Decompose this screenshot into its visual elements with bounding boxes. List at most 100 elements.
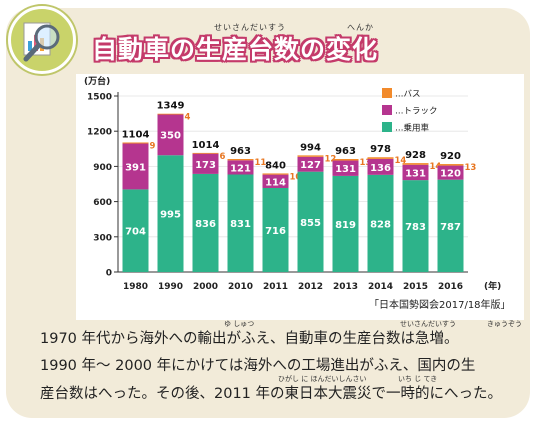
bus-value-label: 11	[255, 158, 267, 168]
x-tick-label: 2011	[263, 282, 288, 292]
total-label: 963	[230, 146, 251, 157]
x-tick-label: 2000	[193, 282, 218, 292]
ruby-yushutsu: ゆ しゅつ	[224, 320, 255, 328]
bar-segment-bus	[157, 113, 184, 115]
legend-swatch	[382, 122, 392, 132]
data-label: 783	[405, 222, 426, 233]
bar-segment-bus	[122, 142, 149, 144]
bar-segment-truck	[297, 156, 324, 172]
bar-segment-bus	[192, 152, 219, 154]
data-label: 121	[230, 163, 251, 174]
chart-source: 「日本国勢図会2017/18年版」	[369, 300, 511, 311]
page-title: 自動車の生産台数の変化	[92, 35, 379, 64]
total-label: 1104	[122, 129, 150, 140]
bar-segment-car	[297, 171, 324, 272]
bar-segment-bus	[262, 173, 289, 175]
bus-value-label: 9	[150, 141, 156, 151]
body-line-2: 1990 年～ 2000 年にかけては海外への工場進出がふえ、国内の生	[40, 358, 476, 374]
total-label: 994	[300, 142, 321, 153]
data-label: 787	[440, 222, 461, 233]
bus-value-label: 6	[220, 152, 226, 162]
legend-label: …乗用車	[395, 123, 430, 134]
y-tick-label: 900	[93, 163, 112, 173]
x-tick-label: 2010	[228, 282, 253, 292]
total-label: 963	[335, 146, 356, 157]
data-label: 131	[335, 164, 356, 175]
magnifier-icon	[23, 22, 60, 62]
bar-segment-truck	[227, 160, 254, 175]
data-label: 136	[370, 163, 391, 174]
bar-segment-truck	[192, 153, 219, 174]
x-tick-label: 2016	[438, 282, 463, 292]
data-label: 350	[160, 131, 181, 142]
y-tick-label: 0	[106, 269, 112, 279]
y-tick-label: 1500	[87, 93, 112, 103]
y-unit-label: (万台)	[84, 75, 110, 87]
x-unit-label: (年)	[484, 280, 501, 292]
data-label: 131	[405, 168, 426, 179]
ruby-kyuuzou: きゅうぞう	[487, 320, 522, 328]
bar-segment-car	[122, 189, 149, 272]
y-tick-label: 1200	[87, 128, 112, 138]
body-line-3: 産台数はへった。その後、2011 年の東日本大震災で一時的にへった。	[40, 386, 503, 402]
bar-segment-bus	[332, 159, 359, 161]
total-label: 1014	[192, 140, 220, 151]
data-label: 855	[300, 218, 321, 229]
x-tick-label: 2012	[298, 282, 323, 292]
bus-value-label: 14	[430, 162, 442, 172]
total-label: 920	[440, 151, 461, 162]
chart-container: 0 300 600 900 1200 1500 (万台) 704 391 1104 9 1980 995…	[76, 74, 524, 320]
bar-segment-truck	[332, 160, 359, 176]
bar-segment-truck	[402, 164, 429, 181]
data-label: 831	[230, 219, 251, 230]
total-label: 928	[405, 150, 426, 161]
bus-value-label: 13	[465, 163, 477, 173]
bar-segment-truck	[367, 158, 394, 175]
bar-segment-bus	[227, 159, 254, 161]
x-tick-label: 2014	[368, 282, 393, 292]
bus-value-label: 10	[290, 172, 302, 182]
bar-segment-bus	[437, 164, 464, 166]
legend-swatch	[382, 105, 392, 115]
legend-label: …バス	[395, 90, 421, 100]
bar-segment-car	[437, 179, 464, 272]
body-line-1: 1970 年代から海外への輸出がふえ、自動車の生産台数は急増。	[40, 331, 459, 347]
data-label: 995	[160, 210, 181, 221]
x-tick-label: 2015	[403, 282, 428, 292]
x-tick-label: 1990	[158, 282, 183, 292]
bar-segment-truck	[122, 143, 149, 190]
total-label: 840	[265, 160, 286, 171]
data-label: 716	[265, 226, 286, 237]
bar-segment-bus	[402, 163, 429, 165]
ruby-seisandaisuu: せいさんだいすう	[400, 320, 456, 328]
data-label: 391	[125, 162, 146, 173]
bar-segment-car	[402, 180, 429, 272]
bar-segment-car	[157, 155, 184, 272]
bus-value-label: 14	[395, 156, 407, 166]
data-label: 120	[440, 169, 461, 180]
bus-value-label: 13	[360, 158, 372, 168]
total-label: 1349	[157, 101, 185, 112]
bar-segment-car	[332, 175, 359, 272]
x-tick-label: 1980	[123, 282, 148, 292]
legend-swatch	[382, 88, 392, 98]
bus-value-label: 4	[185, 113, 191, 123]
y-tick-label: 600	[93, 198, 112, 208]
ruby-higashinihondaishinsai: ひがし に ほんだいしんさい	[278, 375, 367, 383]
data-label: 819	[335, 220, 356, 231]
title-ruby-henka: へんか	[347, 23, 374, 32]
data-label: 828	[370, 219, 391, 230]
ruby-ichijiteki: いち じ てき	[398, 375, 438, 383]
data-label: 836	[195, 219, 216, 230]
bar-segment-car	[262, 187, 289, 272]
magnifier-badge-icon	[8, 6, 76, 74]
total-label: 978	[370, 144, 391, 155]
data-label: 127	[300, 160, 321, 171]
bar-segment-car	[192, 173, 219, 272]
bar-segment-bus	[367, 157, 394, 159]
bar-segment-truck	[157, 114, 184, 156]
data-label: 114	[265, 177, 286, 188]
legend-label: …トラック	[395, 107, 438, 117]
bus-value-label: 12	[325, 154, 337, 164]
